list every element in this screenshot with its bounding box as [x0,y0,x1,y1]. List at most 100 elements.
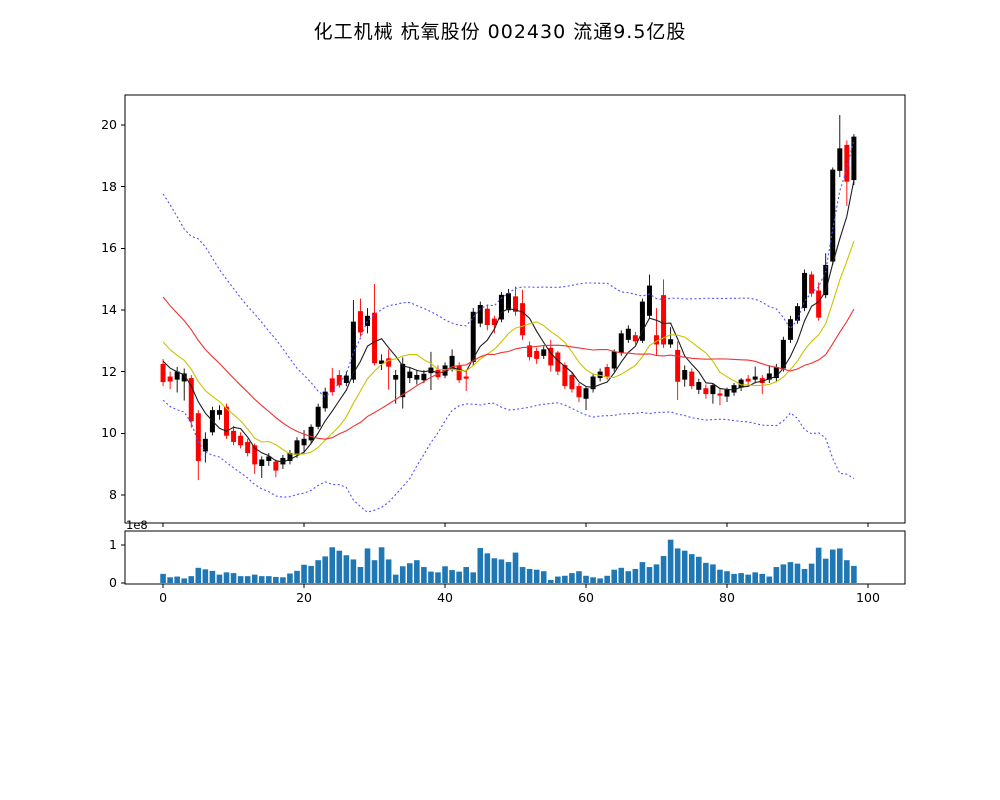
volume-bar [851,565,857,583]
candle-body [287,453,293,462]
volume-bar [540,571,547,583]
volume-ytick-label: 1 [109,537,117,552]
volume-bar [696,556,702,583]
volume-bar [660,556,667,583]
candle-body [343,375,349,384]
candle-body [668,339,674,345]
volume-bar [562,575,568,583]
candle-body [484,308,490,326]
candle-body [541,349,547,356]
volume-bar [209,570,216,583]
volume-bar [844,560,850,583]
volume-bar [371,560,378,583]
volume-bar [414,560,420,583]
candle-body [689,371,695,387]
candle-body [851,136,857,181]
candle-body [844,144,850,182]
volume-bar [724,571,730,583]
candle-body [837,148,843,171]
candle-body [400,363,406,398]
candle-body [809,274,815,294]
candle-body [618,333,624,353]
ma10 [162,240,855,455]
volume-bar [667,539,674,583]
volume-bar [533,569,540,583]
candle-body [639,301,645,341]
ma20 [162,296,855,440]
volume-bar [555,576,561,583]
candle-body [308,426,314,441]
bollinger-upper [162,139,855,398]
price-ytick-label: 20 [101,116,117,132]
volume-bar [456,571,462,583]
volume-bar [653,564,660,583]
panel-frame [124,94,906,524]
candle-body [456,365,462,381]
candle-body [527,345,533,358]
bollinger-lower [162,399,855,513]
volume-bar [174,576,180,583]
volume-bar [428,571,434,583]
candle-body [421,373,427,381]
candle-body [470,311,476,363]
volume-bar [308,565,314,583]
volume-bar [237,576,244,583]
volume-bar [801,568,808,583]
candle-body [604,366,610,377]
volume-bar [350,559,357,583]
candle-body [245,441,251,454]
volume-bar [484,553,491,583]
volume-bar [604,575,610,583]
volume-bar [526,568,533,583]
volume-bar [315,560,321,583]
candle-body [463,376,469,379]
volume-bar [836,548,843,583]
candle-body [794,306,800,321]
candle-body [224,406,230,436]
x-tick-label: 60 [578,590,594,605]
volume-bar [406,563,413,583]
volume-bar [618,567,625,583]
x-tick-label: 0 [159,590,168,605]
candle-body [491,318,497,326]
candle-body [357,311,363,333]
volume-bar [611,569,618,583]
candle-body [583,388,589,399]
volume-bar [646,567,653,583]
volume-bar [266,576,272,583]
volume-bar [815,547,822,583]
candle-body [562,365,568,387]
volume-bar [808,563,815,583]
volume-bar [258,576,265,583]
candle-body [534,350,540,359]
ma5 [162,180,855,463]
volume-bar [343,555,350,583]
volume-bar [505,562,512,583]
candle-body [696,382,702,390]
volume-bar [385,559,392,583]
ma5-line [162,180,855,463]
volume-bar [477,548,484,583]
price-ytick-label: 10 [101,425,117,441]
volume-bar [717,569,723,583]
candle-body [548,347,554,366]
candle-body [336,374,342,386]
volume-bar [188,576,195,583]
candle-body [350,321,356,380]
candle-body [160,363,166,383]
volume-bar [498,559,505,583]
volume-bar [703,562,709,583]
volume-bar [639,562,646,583]
candle-body [266,456,272,462]
candle-body [372,312,378,364]
volume-bar [752,572,759,583]
volume-bar [829,549,836,583]
candle-body [188,378,194,422]
candle-body [407,371,413,379]
candle-body [773,366,779,379]
volume-bar [336,550,343,583]
candle-body [745,378,751,382]
volume-bar [688,554,695,583]
candles-group [160,115,857,481]
